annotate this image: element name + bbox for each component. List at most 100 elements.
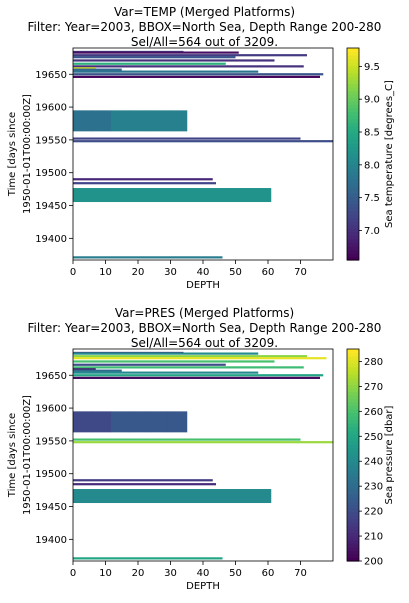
colorbar-segment <box>347 185 359 190</box>
colorbar-segment <box>347 472 359 477</box>
y-axis-label-line: 1950-01-01T00:00:00Z] <box>22 395 33 515</box>
colorbar-segment <box>347 398 359 403</box>
colorbar-segment <box>347 508 359 513</box>
data-bar <box>73 54 307 57</box>
colorbar-segment <box>347 405 359 410</box>
colorbar-segment <box>347 129 359 134</box>
colorbar-segment <box>347 79 359 84</box>
chart-title-line: Filter: Year=2003, BBOX=North Sea, Depth… <box>28 321 382 335</box>
colorbar-segment <box>347 370 359 375</box>
colorbar-segment <box>347 224 359 229</box>
colorbar-segment <box>347 115 359 120</box>
colorbar-segment <box>347 529 359 534</box>
data-bar <box>73 137 301 140</box>
y-tick-label: 19550 <box>35 135 67 146</box>
data-bar <box>73 182 216 185</box>
data-bar <box>91 110 112 132</box>
data-bar <box>73 411 93 433</box>
colorbar-segment <box>347 72 359 77</box>
x-tick-label: 50 <box>229 267 242 278</box>
colorbar-segment <box>347 256 359 261</box>
colorbar-label: Sea temperature [degrees_C] <box>384 80 395 228</box>
plot-area <box>73 349 333 561</box>
colorbar-segment <box>347 391 359 396</box>
data-bar <box>73 67 96 70</box>
colorbar-segment <box>347 447 359 453</box>
y-tick-label: 19600 <box>35 103 67 114</box>
data-bar <box>148 110 169 132</box>
colorbar-segment <box>347 412 359 417</box>
data-bar <box>73 369 122 372</box>
x-tick-label: 50 <box>229 568 242 579</box>
colorbar-segment <box>347 486 359 491</box>
colorbar-segment <box>347 164 359 169</box>
data-bar <box>73 441 333 444</box>
x-tick-label: 30 <box>164 267 177 278</box>
colorbar-segment <box>347 245 359 250</box>
data-bar <box>73 483 216 486</box>
colorbar-tick-label: 250 <box>364 432 383 443</box>
x-tick-label: 60 <box>262 267 275 278</box>
chart-0: Var=TEMP (Merged Platforms)Filter: Year=… <box>7 5 395 291</box>
colorbar-tick-label: 240 <box>364 457 383 468</box>
colorbar-segment <box>347 118 359 123</box>
colorbar-tick-label: 220 <box>364 507 383 518</box>
data-bar <box>73 479 213 482</box>
colorbar-segment <box>347 384 359 389</box>
y-tick-label: 19400 <box>35 234 67 245</box>
x-tick-label: 70 <box>294 267 307 278</box>
chart-title-line: Var=PRES (Merged Platforms) <box>115 306 294 320</box>
colorbar-segment <box>347 214 359 219</box>
colorbar-segment <box>347 433 359 438</box>
x-tick-label: 10 <box>99 267 112 278</box>
colorbar-segment <box>347 493 359 498</box>
data-bar <box>129 110 150 132</box>
data-bar <box>73 56 236 59</box>
colorbar-tick-label: 7.5 <box>364 193 380 204</box>
colorbar-segment <box>347 430 359 435</box>
colorbar-segment <box>347 455 359 460</box>
colorbar-tick-label: 210 <box>364 532 383 543</box>
y-tick-label: 19450 <box>35 201 67 212</box>
colorbar-segment <box>347 416 359 421</box>
colorbar-segment <box>347 217 359 222</box>
colorbar-segment <box>347 125 359 130</box>
data-bar <box>167 110 188 132</box>
colorbar-segment <box>347 108 359 113</box>
data-bar <box>73 360 275 363</box>
data-bar <box>73 366 304 369</box>
colorbar-segment <box>347 178 359 183</box>
colorbar-segment <box>347 221 359 226</box>
x-axis-label: DEPTH <box>186 581 220 592</box>
data-bar <box>73 70 259 73</box>
colorbar-segment <box>347 387 359 392</box>
colorbar-segment <box>347 90 359 95</box>
colorbar-frame <box>346 47 360 261</box>
data-bar <box>73 73 324 76</box>
data-bar <box>73 188 272 203</box>
colorbar-segment <box>347 97 359 102</box>
colorbar-segment <box>347 143 359 148</box>
colorbar-segment <box>347 231 359 236</box>
colorbar-segment <box>347 380 359 385</box>
colorbar-segment <box>347 373 359 378</box>
y-tick-label: 19400 <box>35 535 67 546</box>
x-tick-label: 60 <box>262 568 275 579</box>
data-bar <box>73 368 96 371</box>
colorbar-segment <box>347 402 359 407</box>
colorbar-segment <box>347 76 359 81</box>
y-tick-label: 19500 <box>35 168 67 179</box>
y-tick-label: 19600 <box>35 404 67 415</box>
colorbar-segment <box>347 171 359 176</box>
data-bar <box>73 438 301 441</box>
colorbar-segment <box>347 62 359 67</box>
y-tick-label: 19450 <box>35 502 67 513</box>
data-bar <box>73 352 259 355</box>
colorbar-segment <box>347 252 359 258</box>
x-axis-label: DEPTH <box>186 280 220 291</box>
colorbar-segment <box>347 55 359 60</box>
colorbar-segment <box>347 423 359 428</box>
colorbar-segment <box>347 139 359 144</box>
colorbar-segment <box>347 359 359 364</box>
colorbar-segment <box>347 536 359 541</box>
